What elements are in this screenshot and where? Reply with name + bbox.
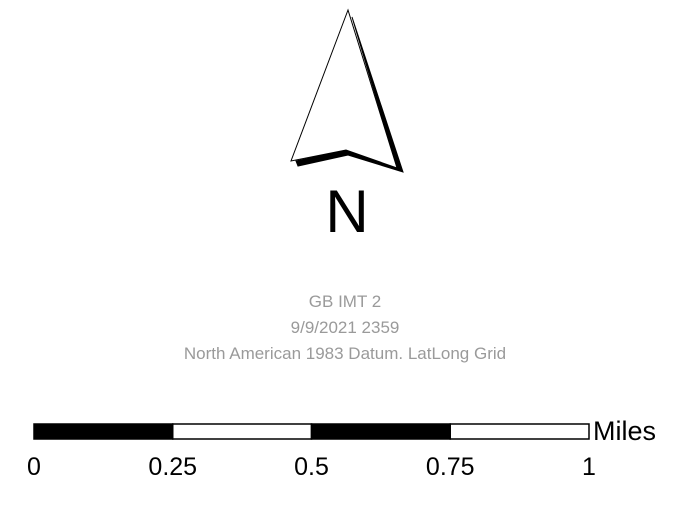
scale-segment [449, 423, 590, 440]
scale-tick-label: 0.25 [148, 453, 198, 481]
scale-bar-segments [33, 423, 590, 440]
north-letter: N [325, 178, 368, 245]
scale-tick-label: 0.75 [425, 453, 475, 481]
map-date: 9/9/2021 2359 [290, 318, 400, 337]
scale-segment [172, 423, 313, 440]
scale-segment [310, 423, 451, 440]
scale-segment [33, 423, 174, 440]
scale-tick-label: 0 [27, 453, 41, 481]
scale-tick-label: 0.5 [294, 453, 329, 481]
scale-unit-label: Miles [593, 416, 657, 446]
map-datum: North American 1983 Datum. LatLong Grid [183, 344, 507, 363]
scale-tick-label: 1 [582, 453, 596, 481]
north-arrow-icon [290, 8, 404, 173]
map-title: GB IMT 2 [308, 292, 382, 311]
